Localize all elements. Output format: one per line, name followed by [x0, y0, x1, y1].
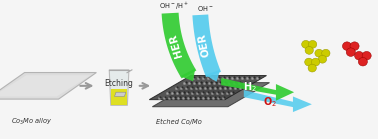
- Circle shape: [311, 58, 320, 66]
- Text: OH$^-$/H$^+$: OH$^-$/H$^+$: [159, 1, 189, 12]
- Text: Etched Co/Mo: Etched Co/Mo: [155, 118, 201, 125]
- Polygon shape: [0, 75, 91, 96]
- Polygon shape: [221, 78, 294, 101]
- Text: OH$^-$: OH$^-$: [197, 4, 213, 13]
- Circle shape: [342, 42, 352, 50]
- Circle shape: [346, 48, 355, 56]
- Polygon shape: [244, 90, 312, 112]
- Circle shape: [355, 51, 364, 60]
- Circle shape: [315, 49, 323, 57]
- Text: H$_2$: H$_2$: [243, 80, 256, 94]
- Circle shape: [308, 64, 316, 72]
- Circle shape: [302, 40, 310, 48]
- Text: HER: HER: [167, 32, 184, 58]
- Polygon shape: [152, 83, 270, 107]
- Text: OER: OER: [197, 33, 212, 58]
- Polygon shape: [111, 89, 127, 105]
- Polygon shape: [180, 69, 195, 81]
- Text: Etching: Etching: [105, 79, 133, 88]
- Polygon shape: [205, 70, 220, 82]
- Polygon shape: [115, 92, 126, 96]
- Polygon shape: [192, 14, 221, 77]
- Text: O$_2$: O$_2$: [263, 95, 277, 109]
- Circle shape: [305, 58, 313, 66]
- Circle shape: [362, 51, 371, 60]
- Circle shape: [322, 49, 330, 57]
- Polygon shape: [162, 13, 197, 78]
- Circle shape: [350, 42, 359, 50]
- Circle shape: [308, 40, 317, 48]
- Polygon shape: [0, 73, 96, 99]
- Circle shape: [358, 57, 367, 66]
- Polygon shape: [149, 75, 266, 100]
- Polygon shape: [109, 70, 129, 105]
- Text: Co$_3$Mo alloy: Co$_3$Mo alloy: [11, 117, 53, 127]
- Circle shape: [318, 55, 327, 63]
- Circle shape: [305, 46, 313, 54]
